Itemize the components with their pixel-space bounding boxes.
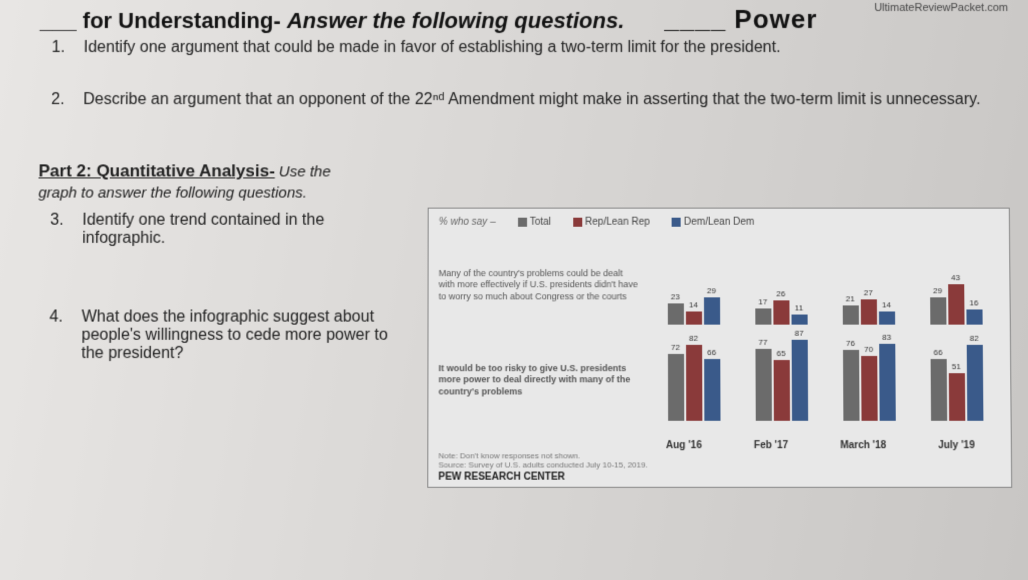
x-tick: Feb '17 — [754, 440, 788, 451]
q4-text: What does the infographic suggest about … — [81, 308, 409, 363]
header-row: ___ for Understanding- Answer the follow… — [40, 4, 1009, 35]
bar: 14 — [685, 312, 701, 325]
bar: 82 — [966, 344, 983, 420]
q1-text: Identify one argument that could be made… — [84, 39, 781, 57]
legend-rep: Rep/Lean Rep — [573, 217, 650, 228]
question-2: 2. Describe an argument that an opponent… — [51, 91, 1009, 109]
period-column: 231429 728266 — [650, 232, 738, 434]
bar: 11 — [791, 314, 807, 324]
bar: 23 — [667, 303, 683, 324]
row-label-top: Many of the country's problems could be … — [439, 268, 640, 302]
bar: 27 — [860, 300, 876, 325]
bar: 29 — [930, 298, 946, 325]
chart-source-line: Source: Survey of U.S. adults conducted … — [438, 460, 1001, 469]
who-say-label: % who say – — [439, 217, 496, 228]
row-label-bottom: It would be too risky to give U.S. presi… — [438, 363, 639, 397]
chart-legend: % who say – Total Rep/Lean Rep Dem/Lean … — [439, 217, 999, 228]
bar: 29 — [703, 298, 719, 325]
bar: 82 — [686, 344, 702, 420]
q3-number: 3. — [50, 212, 68, 248]
x-tick: July '19 — [938, 440, 975, 451]
question-1: 1. Identify one argument that could be m… — [52, 39, 1009, 57]
bar: 77 — [755, 349, 771, 421]
chart-note: Note: Don't know responses not shown. — [438, 451, 1000, 460]
bars-zone: 2314297282661726117765872127147670832943… — [650, 232, 1001, 434]
bar: 87 — [791, 340, 808, 421]
bar: 66 — [930, 359, 947, 421]
site-url: UltimateReviewPacket.com — [874, 2, 1008, 14]
bar: 26 — [773, 300, 789, 324]
bar: 65 — [773, 360, 789, 421]
question-4: 4. What does the infographic suggest abo… — [49, 308, 409, 363]
x-tick: Aug '16 — [666, 440, 702, 451]
bar: 70 — [861, 356, 878, 421]
period-column: 172611 776587 — [737, 232, 825, 434]
chart-container: % who say – Total Rep/Lean Rep Dem/Lean … — [427, 208, 1012, 488]
x-axis: Aug '16 Feb '17 March '18 July '19 — [438, 440, 1000, 451]
q4-number: 4. — [49, 308, 68, 363]
bar: 72 — [667, 354, 683, 421]
q2-number: 2. — [51, 91, 69, 109]
bar: 14 — [878, 312, 894, 325]
q2-text: Describe an argument that an opponent of… — [83, 91, 980, 109]
bar: 43 — [948, 285, 964, 325]
q1-number: 1. — [52, 39, 70, 57]
legend-total: Total — [518, 217, 551, 228]
period-column: 294316 665182 — [912, 232, 1001, 434]
bar: 83 — [879, 343, 896, 420]
chart-source: PEW RESEARCH CENTER — [438, 472, 1001, 483]
period-column: 212714 767083 — [824, 232, 913, 434]
q3-text: Identify one trend contained in the info… — [82, 212, 409, 248]
legend-dem: Dem/Lean Dem — [672, 217, 754, 228]
part2-title: Part 2: Quantitative Analysis- — [38, 161, 274, 181]
bar: 21 — [842, 305, 858, 325]
part2-sub-a: Use the — [279, 163, 331, 180]
bar: 76 — [842, 350, 859, 421]
bar: 16 — [966, 310, 982, 325]
bar: 66 — [704, 359, 720, 421]
x-tick: March '18 — [840, 440, 886, 451]
bar: 17 — [755, 309, 771, 325]
bar: 51 — [948, 373, 964, 421]
question-3: 3. Identify one trend contained in the i… — [50, 212, 410, 248]
part2-sub-b: graph to answer the following questions. — [38, 184, 1009, 201]
